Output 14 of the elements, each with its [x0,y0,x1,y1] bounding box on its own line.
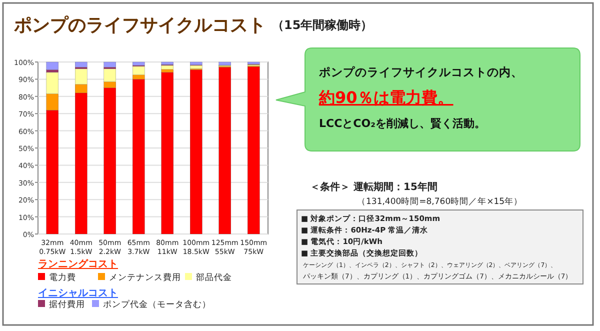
text: 約90％は電力費。 [318,88,454,107]
text: ＜条件＞ 運転期間：15年間 [310,181,438,193]
legend-label: メンテナンス費用 [109,272,181,283]
text: （131,400時間=8,760時間／年×15年） [357,196,523,207]
text: ポンプのライフサイクルコストの内、 [318,65,523,79]
chart-title: ポンプのライフサイクルコスト [13,15,266,36]
legend-label: 電力費 [49,272,76,283]
text: （15年間稼働時） [272,18,373,32]
text: イニシャルコスト [38,288,118,299]
legend-label: ポンプ代金（モータ含む） [103,299,211,310]
text: LCCとCO₂を削減し、賢く活動。 [319,117,486,130]
legend-label: 据付費用 [49,299,85,310]
legend-label: 部品代金 [196,272,232,283]
text: ランニングコスト [38,258,118,270]
